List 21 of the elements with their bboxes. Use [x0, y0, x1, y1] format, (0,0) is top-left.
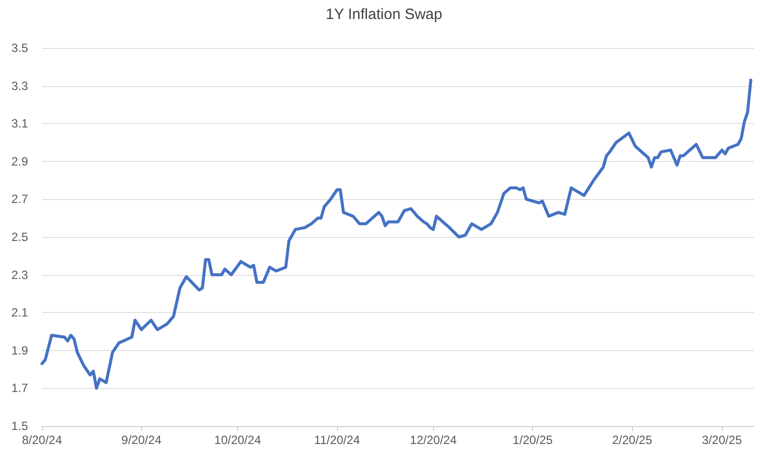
y-tick-label: 3.5 [11, 41, 28, 55]
y-tick-label: 3.3 [11, 78, 28, 93]
y-tick-label: 1.5 [11, 419, 28, 433]
x-tick-label: 1/20/25 [512, 433, 554, 447]
y-tick-label: 3.1 [11, 116, 28, 131]
chart-title: 1Y Inflation Swap [326, 6, 442, 23]
y-tick-label: 2.3 [11, 268, 28, 282]
x-tick-label: 9/20/24 [121, 433, 162, 447]
x-tick-label: 8/20/24 [22, 433, 62, 447]
y-tick-label: 2.1 [11, 306, 28, 320]
y-tick-label: 1.7 [11, 381, 28, 396]
y-tick-label: 2.9 [11, 154, 28, 168]
line-series [40, 78, 752, 390]
x-tick-label: 3/20/25 [702, 433, 742, 447]
y-tick-label: 2.5 [11, 230, 28, 244]
x-tick-label: 10/20/24 [214, 433, 262, 447]
x-tick-label: 12/20/24 [410, 433, 457, 447]
x-tick-label: 2/20/25 [612, 433, 652, 447]
y-tick-label: 1.9 [11, 343, 28, 358]
y-tick-label: 2.7 [11, 192, 28, 206]
x-tick-label: 11/20/24 [314, 433, 360, 447]
